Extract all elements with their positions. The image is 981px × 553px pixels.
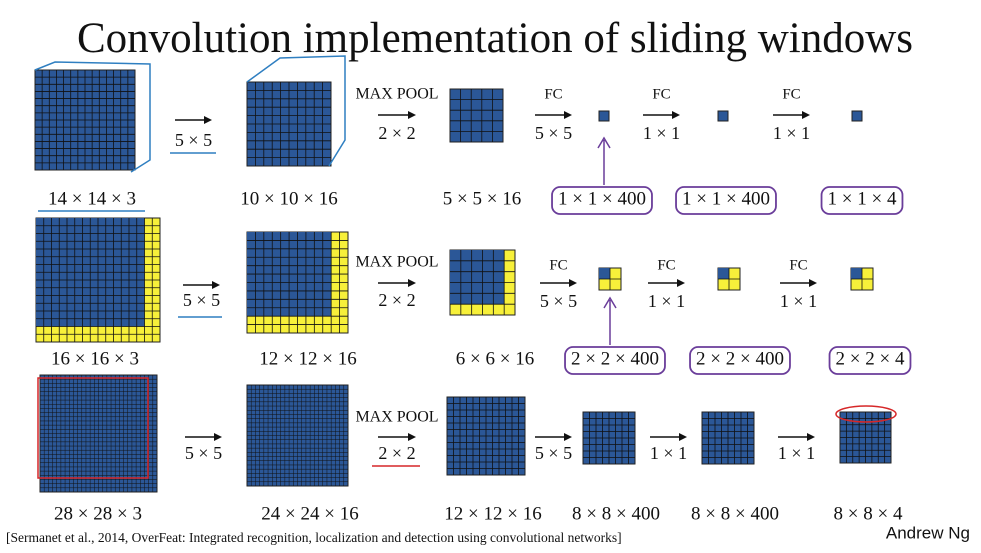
arrow-head: [408, 433, 416, 441]
grid-lines: [35, 70, 135, 170]
volume-label: 2 × 2 × 4: [836, 348, 905, 369]
arrow-head: [408, 111, 416, 119]
arrow-head: [679, 433, 687, 441]
op-size: 5 × 5: [175, 130, 212, 150]
annotation-arrow: [597, 136, 611, 185]
annotation-box: [828, 346, 912, 375]
op-name: MAX POOL: [355, 86, 438, 103]
volume-label: 5 × 5 × 16: [443, 188, 521, 209]
volume-label: 28 × 28 × 3: [54, 503, 142, 524]
citation: [Sermanet et al., 2014, OverFeat: Integr…: [6, 530, 622, 545]
grid-lines: [851, 268, 873, 290]
grid-lines: [718, 268, 740, 290]
arrow-head: [564, 111, 572, 119]
op-size: 5 × 5: [183, 290, 220, 310]
arrow-head: [672, 111, 680, 119]
volume-region: [851, 268, 862, 279]
op-size: 1 × 1: [643, 123, 680, 143]
volume-region: [599, 268, 610, 279]
op-size: 1 × 1: [780, 291, 817, 311]
volume-label: 8 × 8 × 4: [834, 503, 903, 524]
op-name: FC: [657, 257, 675, 273]
volume-face: [449, 88, 504, 143]
arrow-head: [809, 279, 817, 287]
op-size: 1 × 1: [773, 123, 810, 143]
volume-label: 12 × 12 × 16: [444, 503, 541, 524]
grid-lines: [247, 82, 331, 166]
volume-label: 12 × 12 × 16: [259, 348, 356, 369]
grid-lines: [840, 412, 891, 463]
annotation-box: [551, 186, 653, 215]
grid-lines: [247, 232, 348, 333]
arrow-head: [569, 279, 577, 287]
op-size: 2 × 2: [378, 443, 415, 463]
annotation-circle: [835, 405, 897, 423]
annotation-box: [689, 346, 791, 375]
grid-lines: [36, 218, 160, 342]
slide-title: Convolution implementation of sliding wi…: [77, 15, 913, 62]
op-size: 2 × 2: [378, 123, 415, 143]
grid-lines: [702, 412, 754, 464]
op-size: 5 × 5: [540, 291, 577, 311]
volume-label: 10 × 10 × 16: [240, 188, 337, 209]
volume-label: 6 × 6 × 16: [456, 348, 534, 369]
grid-lines: [450, 89, 503, 142]
op-name: FC: [544, 86, 562, 102]
arrow-head: [677, 279, 685, 287]
arrow-head: [807, 433, 815, 441]
grid-lines: [40, 375, 157, 492]
volume-label: 16 × 16 × 3: [51, 348, 139, 369]
arrow-head: [564, 433, 572, 441]
op-size: 5 × 5: [185, 443, 222, 463]
grid-lines: [583, 412, 635, 464]
annotation-box: [820, 186, 904, 215]
volume-label: 2 × 2 × 400: [696, 348, 784, 369]
op-name: FC: [789, 257, 807, 273]
op-size: 5 × 5: [535, 123, 572, 143]
volume-label: 1 × 1 × 400: [558, 188, 646, 209]
annotation-3d: [246, 55, 346, 167]
volume-label: 24 × 24 × 16: [261, 503, 358, 524]
op-size: 1 × 1: [778, 443, 815, 463]
volume-face: [717, 110, 729, 122]
volume-label: 1 × 1 × 400: [682, 188, 770, 209]
author: Andrew Ng: [886, 523, 970, 542]
arrow-head: [408, 279, 416, 287]
grid-lines: [599, 268, 621, 290]
volume-label: 1 × 1 × 4: [828, 188, 897, 209]
op-name: MAX POOL: [355, 254, 438, 271]
op-name: MAX POOL: [355, 409, 438, 426]
arrow-head: [212, 281, 220, 289]
op-size: 5 × 5: [535, 443, 572, 463]
volume-label: 14 × 14 × 3: [48, 188, 136, 209]
arrow-head: [802, 111, 810, 119]
op-size: 2 × 2: [378, 290, 415, 310]
volume-face: [598, 110, 610, 122]
op-name: FC: [549, 257, 567, 273]
volume-face: [851, 110, 863, 122]
op-name: FC: [652, 86, 670, 102]
volume-label: 2 × 2 × 400: [571, 348, 659, 369]
annotation-3d: [34, 61, 151, 173]
grid-lines: [447, 397, 525, 475]
grid-lines: [450, 250, 515, 315]
op-name: FC: [782, 86, 800, 102]
arrow-head: [214, 433, 222, 441]
annotation-arrow: [603, 296, 617, 345]
volume-region: [450, 250, 505, 305]
volume-label: 8 × 8 × 400: [572, 503, 660, 524]
annotation-box: [564, 346, 666, 375]
grid-lines: [247, 385, 348, 486]
annotation-box: [675, 186, 777, 215]
arrow-head: [204, 116, 212, 124]
annotation-box: [37, 377, 149, 479]
volume-region: [718, 268, 729, 279]
op-size: 1 × 1: [650, 443, 687, 463]
volume-label: 8 × 8 × 400: [691, 503, 779, 524]
op-size: 1 × 1: [648, 291, 685, 311]
